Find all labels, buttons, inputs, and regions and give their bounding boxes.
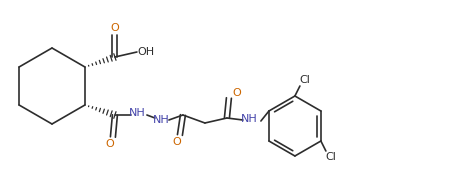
Text: Cl: Cl xyxy=(299,75,310,85)
Text: NH: NH xyxy=(240,114,257,124)
Text: NH: NH xyxy=(152,115,169,125)
Text: O: O xyxy=(172,137,181,147)
Text: O: O xyxy=(232,88,241,98)
Text: Cl: Cl xyxy=(325,152,336,162)
Text: NH: NH xyxy=(128,108,145,118)
Text: O: O xyxy=(105,139,114,149)
Text: O: O xyxy=(110,23,119,33)
Text: OH: OH xyxy=(137,47,154,57)
